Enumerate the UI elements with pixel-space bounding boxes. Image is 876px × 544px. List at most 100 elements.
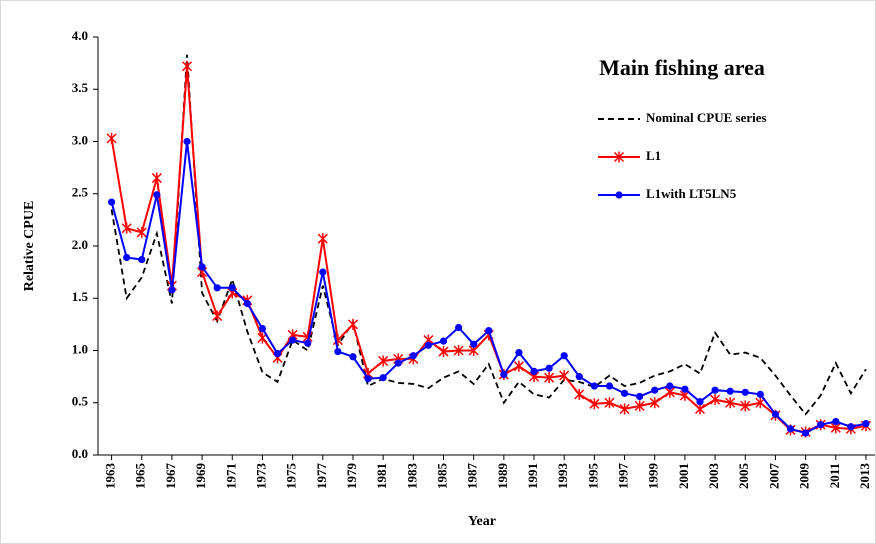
x-tick-label: 2001 [676, 463, 691, 489]
point [651, 386, 659, 394]
point [273, 350, 282, 358]
point [123, 253, 131, 262]
point [289, 336, 297, 344]
point [515, 348, 523, 357]
point [349, 353, 357, 361]
y-tick-label: 0.5 [72, 394, 89, 409]
point [694, 403, 706, 415]
y-tick-label: 4.0 [72, 28, 88, 43]
x-tick-label: 1985 [434, 463, 449, 490]
point [183, 137, 191, 146]
point [168, 286, 176, 294]
point [634, 400, 645, 412]
x-tick-label: 1979 [344, 463, 359, 490]
x-tick-label: 2013 [857, 463, 872, 490]
point [545, 364, 553, 372]
x-tick-label: 1967 [163, 463, 178, 490]
x-tick-label: 2011 [827, 463, 842, 488]
x-axis-label: Year [468, 514, 496, 529]
point [544, 372, 555, 384]
x-tick-label: 1995 [585, 463, 600, 490]
x-tick-label: 1989 [495, 463, 510, 490]
x-tick-label: 1991 [525, 463, 540, 489]
legend-label: L1 [646, 148, 661, 163]
point [317, 233, 328, 245]
point [243, 299, 251, 308]
point [560, 352, 568, 360]
point [107, 198, 116, 206]
point [453, 345, 464, 356]
point [198, 263, 206, 271]
x-tick-label: 1975 [284, 463, 299, 490]
point [620, 389, 629, 397]
x-tick-label: 2009 [797, 463, 812, 490]
x-tick-label: 1999 [646, 463, 661, 490]
point [212, 310, 223, 322]
point [378, 355, 389, 367]
legend-label: L1with LT5LN5 [646, 186, 737, 201]
y-tick-label: 2.5 [72, 185, 89, 200]
point [574, 388, 585, 400]
point [485, 327, 493, 335]
x-tick-label: 1963 [103, 463, 118, 490]
point [666, 382, 674, 390]
y-tick-label: 1.0 [72, 341, 88, 356]
point [681, 385, 689, 393]
point [151, 172, 162, 184]
x-tick-label: 1977 [314, 463, 329, 490]
series-line [110, 54, 867, 416]
point [121, 222, 132, 234]
point [106, 132, 117, 144]
x-tick-label: 1987 [465, 463, 480, 490]
point [711, 386, 719, 394]
point [213, 284, 221, 292]
point [605, 382, 614, 390]
point [409, 352, 417, 360]
x-tick-label: 2007 [766, 463, 781, 490]
point [725, 397, 736, 409]
point [438, 346, 449, 358]
point [334, 347, 342, 356]
y-tick-label: 1.5 [72, 289, 89, 304]
point [590, 382, 598, 390]
point [470, 340, 478, 348]
point [379, 374, 387, 382]
x-tick-label: 1971 [223, 463, 238, 489]
point [847, 423, 855, 431]
point [604, 397, 615, 409]
chart-title: Main fishing area [599, 55, 765, 80]
point [181, 60, 193, 72]
y-axis-label: Relative CPUE [22, 201, 37, 292]
x-tick-label: 1993 [555, 463, 570, 490]
point [832, 417, 840, 426]
point [347, 318, 359, 330]
x-tick-label: 1973 [253, 463, 268, 490]
point [619, 403, 630, 415]
point [319, 268, 327, 276]
point [364, 375, 372, 383]
point [771, 410, 780, 418]
point [636, 392, 644, 401]
x-tick-label: 1981 [374, 463, 389, 489]
point [710, 394, 721, 406]
point [454, 323, 463, 332]
point [741, 388, 749, 396]
legend-label: Nominal CPUE series [646, 110, 767, 125]
point [424, 341, 433, 349]
point [258, 324, 267, 333]
point [696, 398, 704, 406]
point [649, 397, 660, 409]
x-tick-label: 1997 [616, 463, 631, 490]
point [589, 398, 600, 410]
point [394, 359, 402, 367]
x-tick-label: 1965 [133, 463, 148, 490]
x-tick-label: 1983 [404, 463, 419, 490]
y-tick-label: 2.0 [72, 237, 88, 252]
point [756, 390, 764, 398]
point [153, 191, 161, 199]
x-tick-label: 1969 [193, 463, 208, 490]
y-tick-label: 0.0 [72, 446, 88, 461]
point [138, 255, 146, 264]
